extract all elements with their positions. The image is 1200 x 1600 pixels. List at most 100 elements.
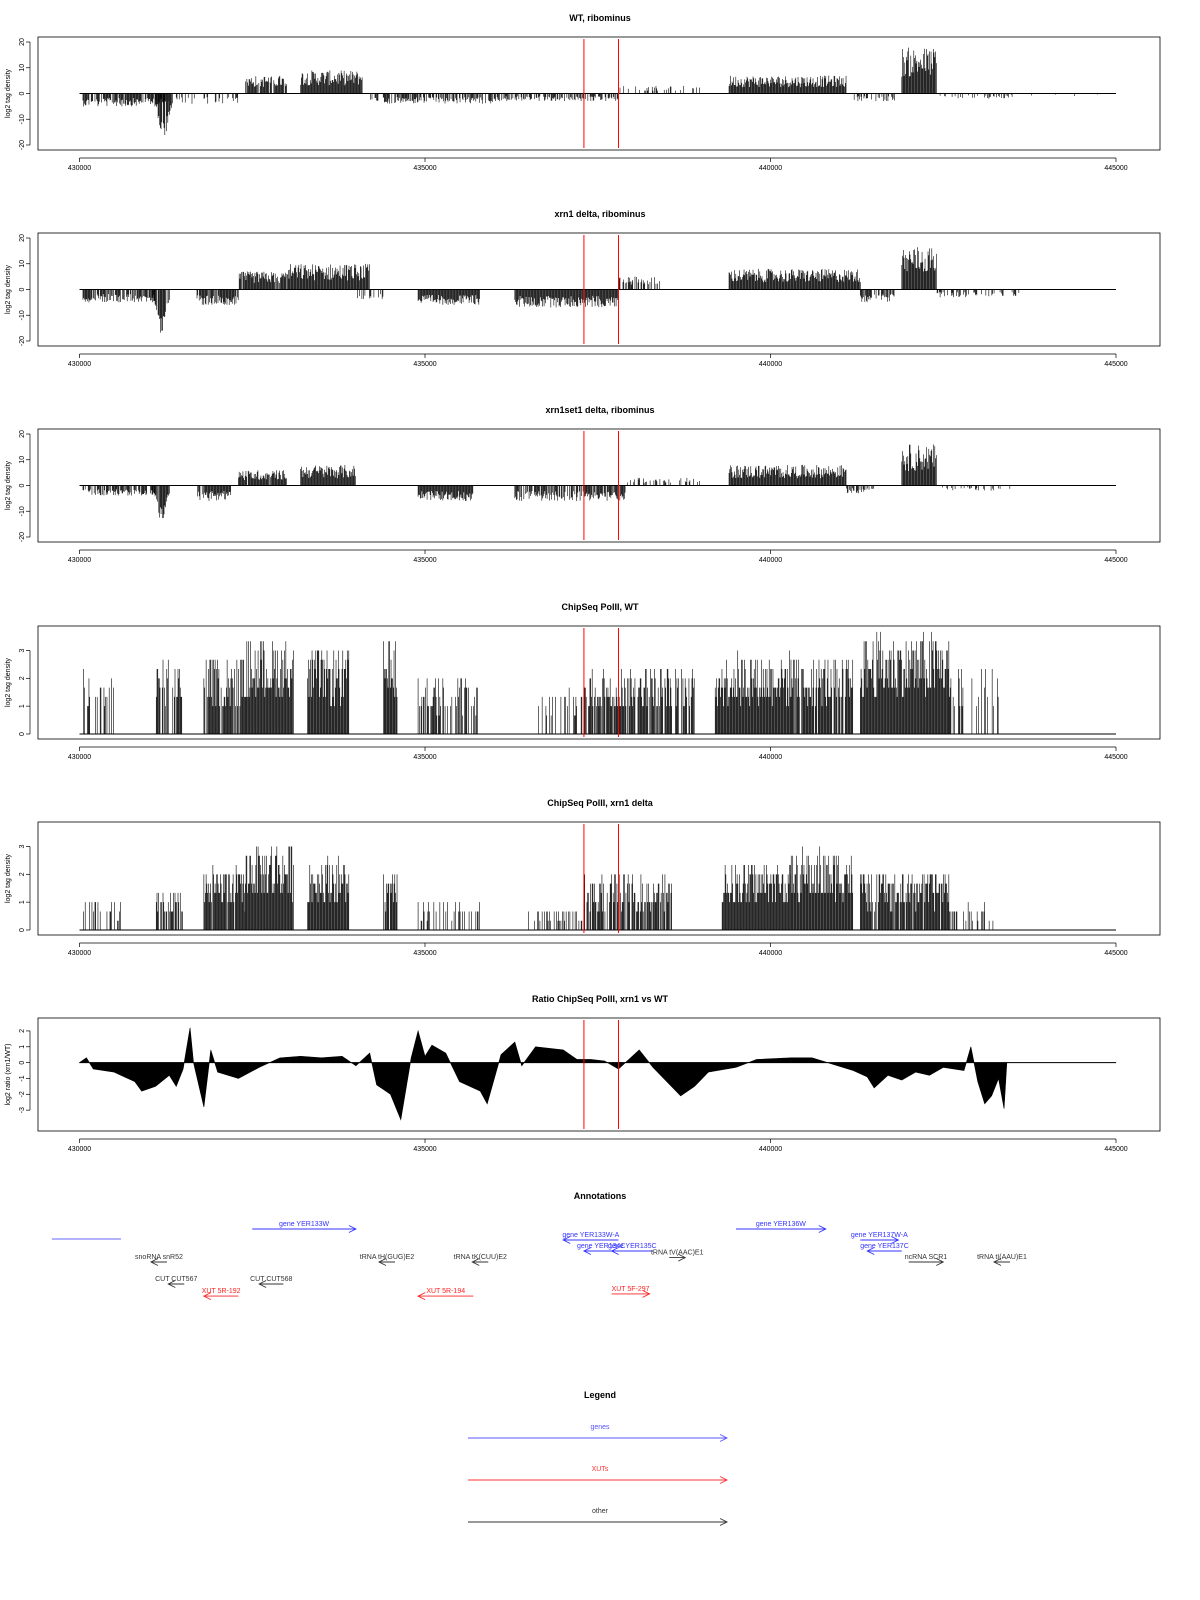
legend-label: other <box>592 1508 609 1515</box>
x-tick-label: 440000 <box>759 557 782 564</box>
annotations-title: Annotations <box>574 1191 627 1201</box>
x-tick-label: 430000 <box>68 754 91 761</box>
plot-frame <box>37 232 1161 347</box>
y-tick-label: 0 <box>19 1061 26 1065</box>
panel-title: Ratio ChipSeq PolII, xrn1 vs WT <box>532 994 669 1004</box>
y-tick-label: 2 <box>19 676 26 680</box>
x-tick-label: 430000 <box>68 165 91 172</box>
y-tick-label: 2 <box>19 872 26 876</box>
arrow-head <box>936 1258 945 1266</box>
data-bars <box>82 444 1011 519</box>
annotation-feature: CUT CUT568 <box>250 1276 292 1288</box>
y-tick-label: 0 <box>19 287 26 291</box>
annotation-feature: tRNA tH(GUG)E2 <box>360 1254 414 1266</box>
x-tick-label: 435000 <box>413 754 436 761</box>
y-tick-label: -10 <box>19 310 26 320</box>
arrow-head <box>866 1247 875 1255</box>
x-tick-label: 445000 <box>1104 557 1127 564</box>
plot-frame <box>37 36 1161 151</box>
arrow-head <box>377 1258 387 1266</box>
annotation-feature: tRNA tK(CUU)E2 <box>454 1254 507 1266</box>
annotation-feature: XUT 5R-194 <box>417 1288 474 1301</box>
feature-label: tRNA tK(CUU)E2 <box>454 1254 507 1261</box>
x-tick-label: 445000 <box>1104 165 1127 172</box>
annotation-feature: XUT 5R-192 <box>202 1288 241 1301</box>
x-tick-label: 430000 <box>68 557 91 564</box>
arrow-head <box>719 1476 729 1484</box>
panel-xrn1set1_ribominus: xrn1set1 delta, ribominus -20 -10 0 10 20 log2… <box>5 405 1161 564</box>
arrow-head <box>891 1236 900 1244</box>
feature-label: ncRNA SCR1 <box>905 1254 948 1261</box>
y-tick-label: -10 <box>19 506 26 516</box>
arrow-head <box>202 1292 212 1301</box>
annotation-feature: snoRNA snR52 <box>135 1254 183 1266</box>
x-tick-label: 440000 <box>759 1146 782 1153</box>
x-tick-label: 445000 <box>1104 950 1127 957</box>
x-tick-label: 435000 <box>413 950 436 957</box>
arrow-head <box>818 1225 827 1233</box>
annotation-feature: tRNA tI(AAU)E1 <box>977 1254 1027 1266</box>
data-bars <box>83 846 994 930</box>
y-axis-label: log2 tag density <box>5 264 12 314</box>
data-bars <box>82 247 1020 333</box>
y-tick-label: 0 <box>19 732 26 736</box>
legend-entry: genes <box>468 1424 729 1442</box>
arrow-head <box>258 1280 267 1288</box>
y-tick-label: -20 <box>19 532 26 542</box>
arrow-head <box>562 1236 571 1244</box>
legend-label: genes <box>590 1424 610 1431</box>
feature-label: gene YER134C <box>577 1243 626 1250</box>
panel-title: ChipSeq PolII, WT <box>562 602 639 612</box>
y-tick-label: 3 <box>19 844 26 848</box>
y-tick-label: 0 <box>19 928 26 932</box>
y-tick-label: -2 <box>19 1091 26 1097</box>
panel-xrn1_ribominus: xrn1 delta, ribominus -20 -10 0 10 20 log2 tag… <box>5 209 1161 368</box>
y-axis-label: log2 tag density <box>5 460 12 510</box>
y-tick-label: 2 <box>19 1029 26 1033</box>
y-tick-label: 20 <box>19 38 26 46</box>
panel-wt_ribominus: WT, ribominus -20 -10 0 10 20 log2 tag density… <box>5 13 1161 172</box>
legend-entry: XUTs <box>468 1466 729 1484</box>
arrow-head <box>417 1292 426 1301</box>
y-tick-label: 1 <box>19 704 26 708</box>
panel-chipseq_xrn1: ChipSeq PolII, xrn1 delta 0 1 2 3 log2 tag de… <box>5 798 1161 957</box>
feature-label: CUT CUT568 <box>250 1276 292 1283</box>
arrow-head <box>678 1253 687 1262</box>
arrow-head <box>471 1258 480 1266</box>
y-axis-label: log2 tag density <box>5 68 12 118</box>
arrow-head <box>719 1518 729 1526</box>
annotation-feature: gene YER135C <box>608 1243 657 1255</box>
x-tick-label: 435000 <box>413 165 436 172</box>
annotations-panel: Annotations gene YER133W gene YER133W-A ge… <box>51 1191 1027 1301</box>
annotation-feature: CUT CUT567 <box>155 1276 197 1288</box>
legend-label: XUTs <box>592 1466 609 1473</box>
feature-label: XUT 5R-194 <box>426 1288 465 1295</box>
legend: Legend genes XUTs other <box>468 1390 729 1526</box>
feature-label: tRNA tI(AAU)E1 <box>977 1254 1027 1261</box>
x-tick-label: 430000 <box>68 1146 91 1153</box>
x-tick-label: 430000 <box>68 361 91 368</box>
x-tick-label: 445000 <box>1104 754 1127 761</box>
plot-frame <box>37 625 1161 740</box>
x-tick-label: 435000 <box>413 1146 436 1153</box>
legend-title: Legend <box>584 1390 616 1400</box>
arrow-head <box>719 1434 729 1442</box>
y-axis-label: log2 tag density <box>5 853 12 903</box>
feature-label: gene YER133W <box>279 1221 329 1228</box>
arrow-head <box>992 1258 1002 1266</box>
feature-label: gene YER135C <box>608 1243 657 1250</box>
y-tick-label: 20 <box>19 430 26 438</box>
feature-label: snoRNA snR52 <box>135 1254 183 1261</box>
feature-label: CUT CUT567 <box>155 1276 197 1283</box>
arrow-head <box>149 1258 159 1266</box>
x-tick-label: 440000 <box>759 754 782 761</box>
y-tick-label: -20 <box>19 140 26 150</box>
annotation-feature: gene YER137C <box>860 1243 909 1255</box>
feature-label: tRNA tV(AAC)E1 <box>651 1250 704 1257</box>
panel-ratio: Ratio ChipSeq PolII, xrn1 vs WT -3 -2 -1 0 1 2… <box>5 994 1161 1153</box>
arrow-head <box>167 1280 176 1288</box>
y-tick-label: -20 <box>19 336 26 346</box>
